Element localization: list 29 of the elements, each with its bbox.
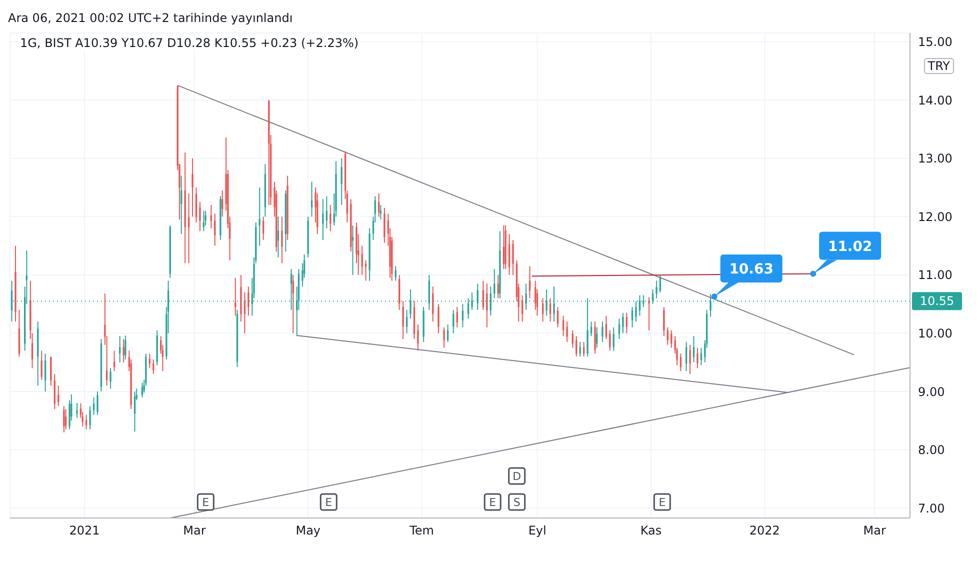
y-tick-label: 14.00 [918, 93, 952, 108]
ref-line-label: 10.55 [920, 294, 954, 308]
y-tick-label: 12.00 [918, 210, 952, 224]
y-tick-label: 15.00 [918, 35, 952, 50]
annotation: 10.63 [729, 261, 774, 278]
y-axis-title: TRY [924, 58, 954, 74]
x-tick-label: Kas [640, 524, 662, 538]
y-tick-label: 13.00 [918, 152, 952, 166]
x-tick-label: 2022 [749, 524, 780, 538]
annotation: E [202, 496, 210, 509]
chart-title: 1G, BIST A10.39 Y10.67 D10.28 K10.55 +0.23 (+2.23%) [20, 36, 359, 50]
annotation: E [658, 496, 666, 509]
y-tick-label: 7.00 [918, 501, 945, 516]
y-tick-label: 11.00 [918, 268, 952, 282]
text: Ara 06, 2021 00:02 UTC+2 tarihinde yayınlandı [8, 10, 294, 27]
y-tick-label: 8.00 [918, 443, 945, 458]
x-tick-label: 2021 [69, 524, 100, 538]
x-tick-label: May [296, 524, 321, 538]
y-tick-label: 10.00 [918, 326, 952, 340]
annotation: D [512, 470, 522, 483]
x-tick-label: Mar [183, 524, 206, 538]
x-tick-label: Mar [863, 524, 886, 538]
annotation: E [325, 496, 332, 509]
annotation: E [489, 496, 496, 509]
x-tick-label: Eyl [528, 524, 546, 538]
annotation: S [513, 496, 520, 509]
y-tick-label: 9.00 [918, 384, 945, 399]
annotation: 11.02 [828, 238, 872, 255]
x-tick-label: Tem [408, 524, 434, 538]
